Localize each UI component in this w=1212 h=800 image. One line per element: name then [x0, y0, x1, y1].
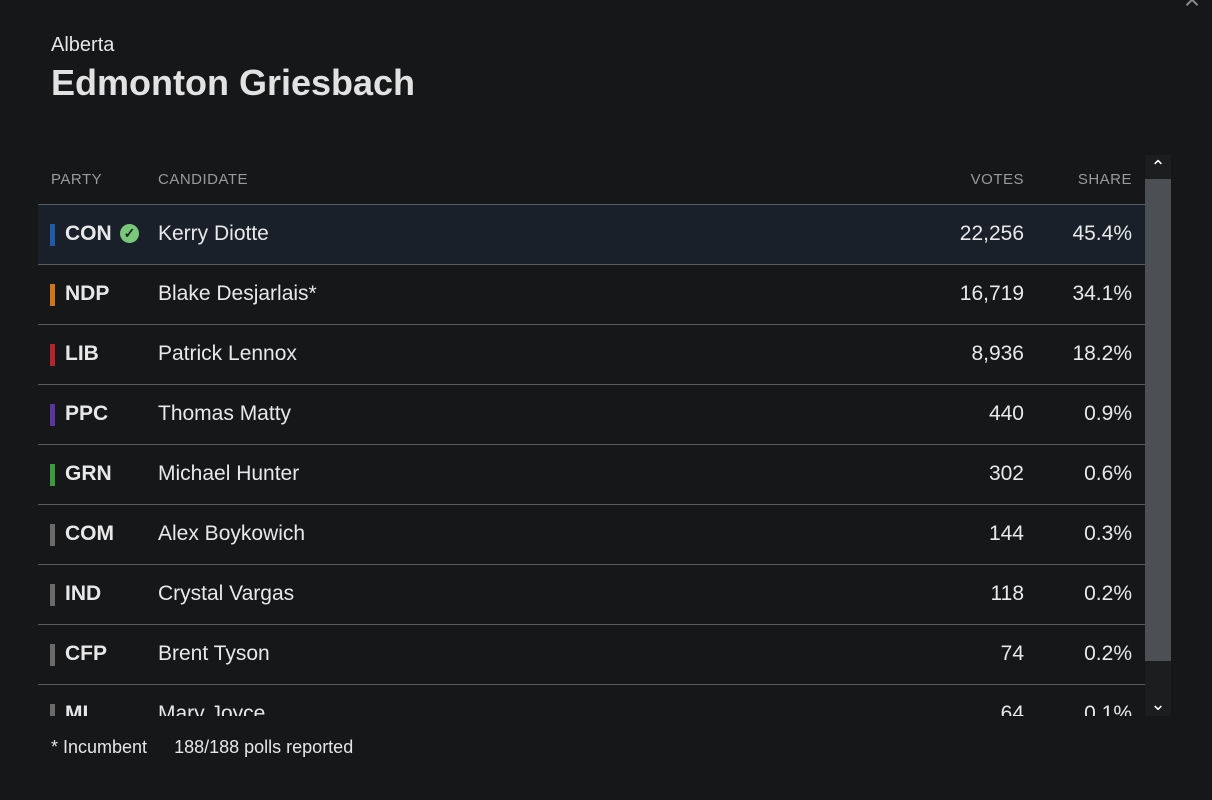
vote-share: 45.4%: [1072, 222, 1132, 245]
candidate-name: Mary Joyce: [158, 702, 266, 716]
chevron-down-icon[interactable]: ⌄: [1150, 694, 1166, 714]
incumbent-note: * Incumbent: [51, 737, 148, 757]
party-color-bar: [50, 344, 55, 366]
table-body: CON ✓ Kerry Diotte 22,256 45.4% NDP Blake Desj…: [38, 205, 1145, 716]
vote-count: 118: [990, 582, 1024, 605]
candidate-name: Thomas Matty: [158, 402, 292, 425]
vote-share: 0.3%: [1084, 522, 1132, 545]
close-icon[interactable]: ×: [1180, 0, 1204, 14]
table-row: GRN Michael Hunter 302 0.6%: [38, 445, 1145, 505]
candidate-name: Blake Desjarlais*: [158, 282, 317, 305]
vote-count: 16,719: [959, 282, 1024, 305]
polls-reported: 188/188 polls reported: [174, 737, 354, 757]
table-row: CON ✓ Kerry Diotte 22,256 45.4%: [38, 205, 1145, 265]
table-row: COM Alex Boykowich 144 0.3%: [38, 505, 1145, 565]
results-table: PARTY CANDIDATE VOTES SHARE CON ✓ Kerry Di…: [38, 155, 1171, 716]
table-row: CFP Brent Tyson 74 0.2%: [38, 625, 1145, 685]
party-color-bar: [50, 404, 55, 426]
party-color-bar: [50, 224, 55, 246]
results-scroll-area[interactable]: PARTY CANDIDATE VOTES SHARE CON ✓ Kerry Di…: [38, 155, 1145, 716]
party-code: PPC: [65, 402, 109, 425]
vote-share: 34.1%: [1072, 282, 1132, 305]
party-color-bar: [50, 464, 55, 486]
vote-share: 0.1%: [1084, 702, 1132, 716]
candidate-name: Michael Hunter: [158, 462, 300, 485]
vote-share: 0.9%: [1084, 402, 1132, 425]
party-color-bar: [50, 584, 55, 606]
party-code: GRN: [65, 462, 112, 485]
vote-count: 8,936: [971, 342, 1024, 365]
table-row: LIB Patrick Lennox 8,936 18.2%: [38, 325, 1145, 385]
candidate-name: Patrick Lennox: [158, 342, 297, 365]
candidate-name: Kerry Diotte: [158, 222, 269, 245]
party-code: NDP: [65, 282, 110, 305]
scrollbar-thumb[interactable]: [1145, 179, 1171, 661]
candidate-name: Brent Tyson: [158, 642, 270, 665]
vote-count: 144: [988, 522, 1024, 545]
candidate-name: Crystal Vargas: [158, 582, 295, 605]
vote-share: 0.2%: [1084, 582, 1132, 605]
vote-count: 74: [1000, 642, 1024, 665]
column-votes: VOTES: [970, 171, 1024, 188]
vote-count: 22,256: [959, 222, 1024, 245]
chevron-up-icon[interactable]: ⌃: [1150, 157, 1166, 177]
party-code: LIB: [65, 342, 99, 365]
vote-share: 18.2%: [1072, 342, 1132, 365]
party-color-bar: [50, 284, 55, 306]
vote-count: 302: [988, 462, 1024, 485]
candidate-name: Alex Boykowich: [158, 522, 306, 545]
riding-title: Edmonton Griesbach: [51, 62, 416, 103]
table-row: NDP Blake Desjarlais* 16,719 34.1%: [38, 265, 1145, 325]
party-code: IND: [65, 582, 102, 605]
party-color-bar: [50, 644, 55, 666]
party-code: CFP: [65, 642, 107, 665]
province-label: Alberta: [51, 34, 115, 56]
party-code: CON: [65, 222, 112, 245]
party-code: COM: [65, 522, 114, 545]
table-row: IND Crystal Vargas 118 0.2%: [38, 565, 1145, 625]
vote-share: 0.6%: [1084, 462, 1132, 485]
footer: * Incumbent 188/188 polls reported: [51, 737, 375, 758]
table-header: PARTY CANDIDATE VOTES SHARE: [38, 155, 1145, 205]
party-color-bar: [50, 704, 55, 716]
vote-count: 64: [1000, 702, 1024, 716]
column-share: SHARE: [1077, 171, 1132, 188]
column-candidate: CANDIDATE: [158, 171, 249, 188]
check-circle-icon: ✓: [120, 224, 139, 243]
table-row: ML Mary Joyce 64 0.1%: [38, 685, 1145, 716]
table-row: PPC Thomas Matty 440 0.9%: [38, 385, 1145, 445]
party-color-bar: [50, 524, 55, 546]
scrollbar[interactable]: ⌃ ⌄: [1145, 155, 1171, 716]
party-code: ML: [65, 702, 96, 716]
vote-count: 440: [988, 402, 1024, 425]
column-party: PARTY: [51, 171, 103, 188]
vote-share: 0.2%: [1084, 642, 1132, 665]
